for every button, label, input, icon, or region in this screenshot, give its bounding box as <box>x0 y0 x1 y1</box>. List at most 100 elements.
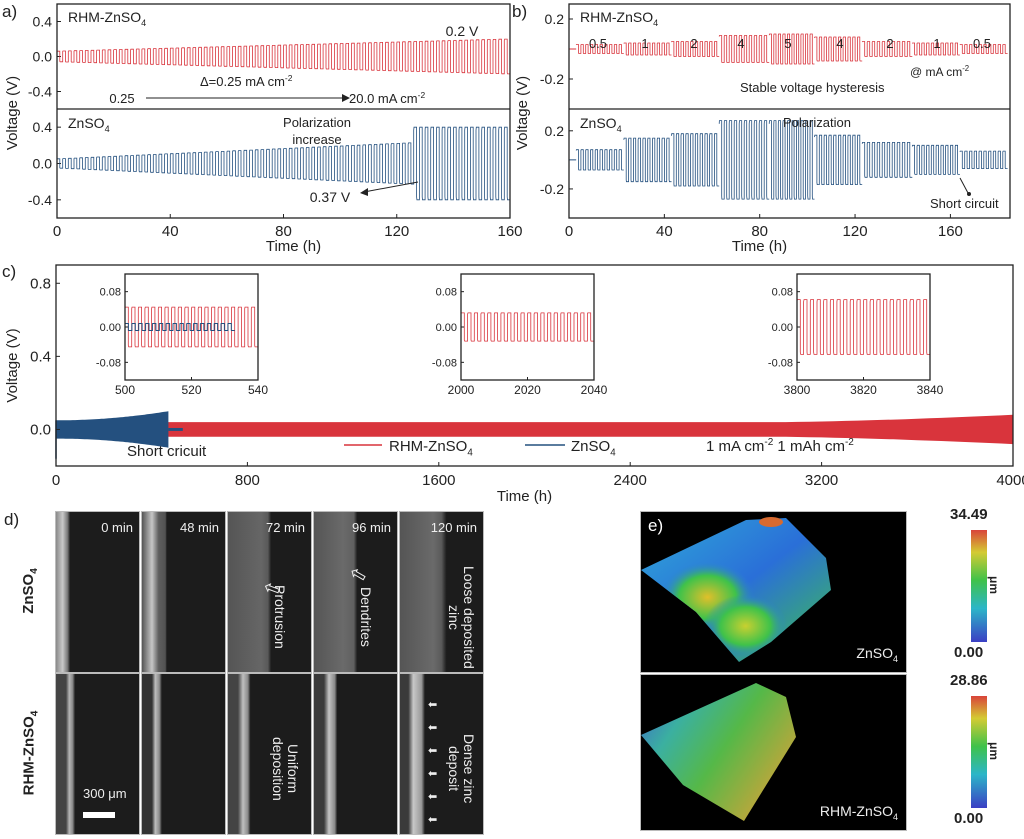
c-annot-short: Short cricuit <box>127 443 207 460</box>
c-zn-series <box>56 411 169 448</box>
a-ytick-label: 0.4 <box>33 119 53 135</box>
surface-peak <box>641 518 831 662</box>
time-label: 120 min <box>430 520 477 535</box>
b-current-step: 2 <box>886 36 893 51</box>
b-zn-segment <box>861 141 913 178</box>
c-inset-xtick-label: 3800 <box>784 383 811 397</box>
c-zn-tail <box>168 427 183 431</box>
b-current-step: 1 <box>641 36 648 51</box>
b-xtick-label: 40 <box>656 223 673 240</box>
b-rhm-label: RHM-ZnSO4 <box>580 9 658 28</box>
annotation-text: Dendrites <box>358 587 374 647</box>
a-zn-series <box>56 126 510 201</box>
a-annot-0-37v: 0.37 V <box>310 189 351 205</box>
b-annot-stable: Stable voltage hysteresis <box>740 80 885 95</box>
surface <box>641 683 796 821</box>
arrow-icon: ⬅ <box>428 722 438 734</box>
c-inset-ytick-label: 0.08 <box>436 287 457 299</box>
c-inset-ytick-label: -0.08 <box>768 357 793 369</box>
b-zn-segment <box>718 120 770 200</box>
panel-label-c: c) <box>2 262 17 281</box>
c-inset-xtick-label: 3820 <box>850 383 877 397</box>
colorbar-unit: μm <box>987 741 1002 761</box>
b-ylabel: Voltage (V) <box>514 76 531 150</box>
a-ytick-label: 0.0 <box>33 49 53 65</box>
colorbar-unit: μm <box>987 575 1002 595</box>
b-rhm-segment <box>768 33 815 65</box>
arrow-icon: ⬅ <box>428 745 438 757</box>
panel-label-d: d) <box>4 510 20 529</box>
b-annot-short: Short circuit <box>930 196 999 211</box>
c-inset-ytick-label: 0.08 <box>772 287 793 299</box>
c-inset-xtick-label: 2020 <box>514 383 541 397</box>
c-ytick-label: 0.8 <box>30 275 51 292</box>
c-inset-xtick-label: 500 <box>115 383 135 397</box>
b-zn-segment <box>671 133 720 187</box>
b-zn-segment <box>623 137 672 183</box>
colorbar-max: 28.86 <box>950 672 988 689</box>
arrow-icon: ⬅ <box>428 791 438 803</box>
c-inset-ytick-label: -0.08 <box>96 357 121 369</box>
b-ytick-label: -0.2 <box>540 71 564 87</box>
b-ytick-label: 0.2 <box>545 123 565 139</box>
c-xtick-label: 800 <box>235 472 260 489</box>
b-xtick-label: 120 <box>843 223 868 240</box>
c-xtick-label: 3200 <box>805 472 838 489</box>
znso4-image-frame: 48 min <box>141 511 226 673</box>
arrow-icon: ⬅ <box>428 814 438 826</box>
figure-charts: 0.4 0.0 -0.4 RHM-ZnSO4 0.2 V Δ=0.25 mA cm-2 0.… <box>4 3 1024 505</box>
b-rhm-segment <box>718 35 770 63</box>
a-xtick-label: 80 <box>275 223 292 240</box>
a-rhm-series <box>56 38 510 75</box>
surface-plot <box>641 517 831 662</box>
c-xtick-label: 2400 <box>614 472 647 489</box>
b-rhm-segment <box>623 42 672 56</box>
time-label: 0 min <box>101 520 133 535</box>
scale-bar <box>83 812 115 818</box>
c-plot-frame <box>55 264 1014 467</box>
a-annot-arrowhead <box>360 188 368 196</box>
c-inset-ytick-label: 0.00 <box>436 322 457 334</box>
c-xtick-label: 4000 <box>996 472 1024 489</box>
b-rhm-segment <box>911 42 960 56</box>
a-xtick-label: 160 <box>497 223 522 240</box>
a-annot-increase: increase <box>292 132 341 147</box>
a-ytick-label: 0.0 <box>33 156 53 172</box>
a-xtick-label: 40 <box>162 223 179 240</box>
c-inset-rhm-series <box>124 306 258 348</box>
map-label: RHM-ZnSO4 <box>819 803 898 822</box>
c-xtick-label: 0 <box>52 472 60 489</box>
c-ylabel: Voltage (V) <box>4 328 21 402</box>
b-rhm-segment <box>575 44 624 54</box>
colorbar <box>971 696 987 808</box>
c-inset-ytick-label: 0.00 <box>100 322 121 334</box>
c-ytick-label: 0.4 <box>30 348 51 365</box>
c-inset-zn-series <box>124 323 235 331</box>
b-annot-polar: Polarization <box>783 115 851 130</box>
b-zn-segment <box>959 150 1008 170</box>
c-inset-xtick-label: 520 <box>181 383 201 397</box>
b-annot-arrow <box>959 177 969 194</box>
b-zn-segment <box>814 134 863 186</box>
znso4-image-frame: 96 min Dendrites ⇦ <box>313 511 398 673</box>
a-ytick-label: 0.4 <box>33 14 53 30</box>
a-annot-polar: Polarization <box>283 115 351 130</box>
b-rhm-segment <box>959 44 1008 54</box>
arrow-icon: ⬅ <box>428 699 438 711</box>
rhm-image-frame: Uniform deposition <box>227 673 312 835</box>
b-rhm-segment <box>861 41 913 57</box>
a-xtick-label: 120 <box>384 223 409 240</box>
a-ytick-label: -0.4 <box>28 192 52 208</box>
b-xlabel: Time (h) <box>732 238 787 255</box>
a-annot-0-2v: 0.2 V <box>446 23 479 39</box>
b-current-step: 4 <box>836 36 843 51</box>
c-inset-rhm-series <box>796 299 930 355</box>
arrow-icon: ⬅ <box>428 768 438 780</box>
map-label: ZnSO4 <box>856 645 898 664</box>
b-annot-unit: @ mA cm-2 <box>910 64 969 79</box>
b-rhm-segment <box>671 41 720 57</box>
rhm-image-frame: Dense zinc deposit ⬅ ⬅ ⬅ ⬅ ⬅ ⬅ <box>399 673 484 835</box>
surface-peak <box>759 517 783 527</box>
b-xtick-label: 160 <box>938 223 963 240</box>
colorbar-min: 0.00 <box>954 810 984 827</box>
